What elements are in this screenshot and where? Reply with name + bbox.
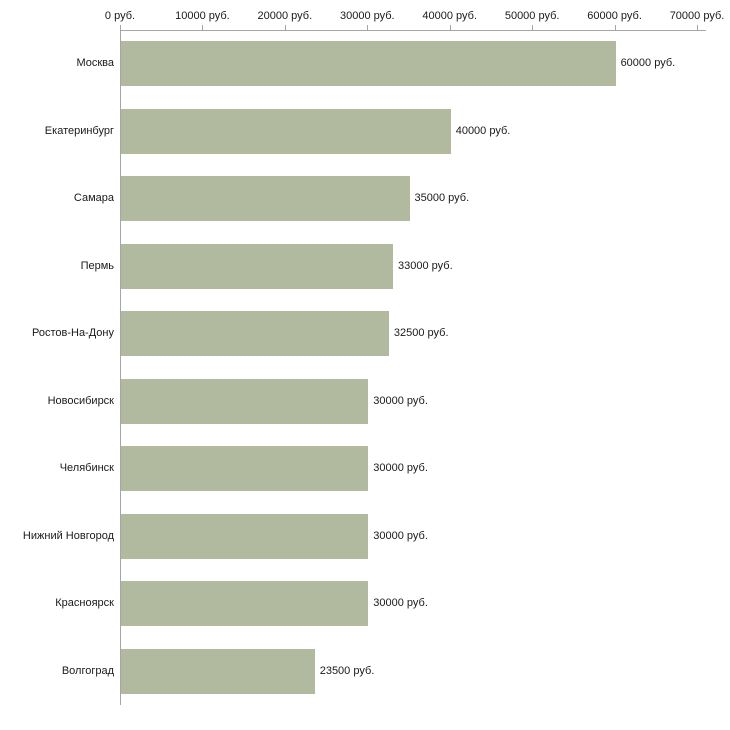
x-tick-label: 60000 руб. xyxy=(587,10,642,22)
category-label: Нижний Новгород xyxy=(22,529,114,542)
value-label: 40000 руб. xyxy=(455,124,511,137)
x-tick-label: 70000 руб. xyxy=(669,10,725,22)
category-label: Москва xyxy=(76,57,114,70)
x-tick-mark xyxy=(532,25,534,30)
bar xyxy=(121,378,369,424)
x-tick-mark xyxy=(367,25,369,30)
category-label: Новосибирск xyxy=(47,394,114,407)
value-label: 32500 руб. xyxy=(393,327,449,340)
x-tick-label: 30000 руб. xyxy=(339,10,395,22)
bar xyxy=(121,108,451,154)
value-label: 60000 руб. xyxy=(620,57,676,70)
x-tick-mark xyxy=(614,25,616,30)
category-label: Пермь xyxy=(80,259,114,272)
value-label: 30000 руб. xyxy=(373,529,428,542)
x-tick-label: 10000 руб. xyxy=(175,10,230,22)
bar xyxy=(121,311,389,357)
value-label: 30000 руб. xyxy=(373,462,428,475)
category-label: Самара xyxy=(73,192,114,205)
category-label: Волгоград xyxy=(61,664,114,677)
bar xyxy=(121,176,410,222)
category-label: Екатеринбург xyxy=(44,124,114,137)
category-label: Челябинск xyxy=(59,462,114,475)
x-tick-mark xyxy=(449,25,451,30)
x-tick-mark xyxy=(284,25,286,30)
bar xyxy=(121,513,369,559)
x-tick-label: 0 руб. xyxy=(104,10,136,22)
bar xyxy=(121,243,393,289)
x-tick-label: 40000 руб. xyxy=(422,10,478,22)
bar xyxy=(121,446,369,492)
value-label: 35000 руб. xyxy=(414,192,470,205)
value-label: 33000 руб. xyxy=(398,259,453,272)
category-label: Красноярск xyxy=(55,597,114,610)
value-label: 30000 руб. xyxy=(373,597,428,610)
bar xyxy=(121,581,369,627)
x-tick-mark xyxy=(697,25,698,30)
bar xyxy=(121,41,616,87)
x-axis-line xyxy=(120,30,706,31)
x-tick-label: 50000 руб. xyxy=(504,10,560,22)
category-label: Ростов-На-Дону xyxy=(31,327,114,340)
x-tick-mark xyxy=(202,25,204,30)
value-label: 30000 руб. xyxy=(373,394,428,407)
value-label: 23500 руб. xyxy=(319,664,375,677)
x-tick-label: 20000 руб. xyxy=(257,10,313,22)
x-tick-mark xyxy=(120,25,121,30)
bar xyxy=(121,648,315,694)
y-axis-line xyxy=(120,30,121,705)
